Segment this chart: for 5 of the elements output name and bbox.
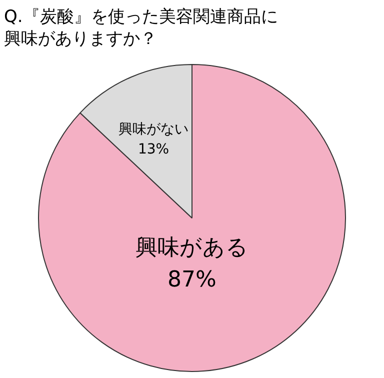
data-label: 13% — [138, 142, 170, 158]
chart-title: Q.『炭酸』を使った美容関連商品に興味がありますか？ — [3, 6, 279, 51]
data-label: 87% — [168, 267, 216, 292]
slice-label: 興味がない — [118, 121, 189, 138]
slice-label: 興味がある — [136, 235, 248, 260]
